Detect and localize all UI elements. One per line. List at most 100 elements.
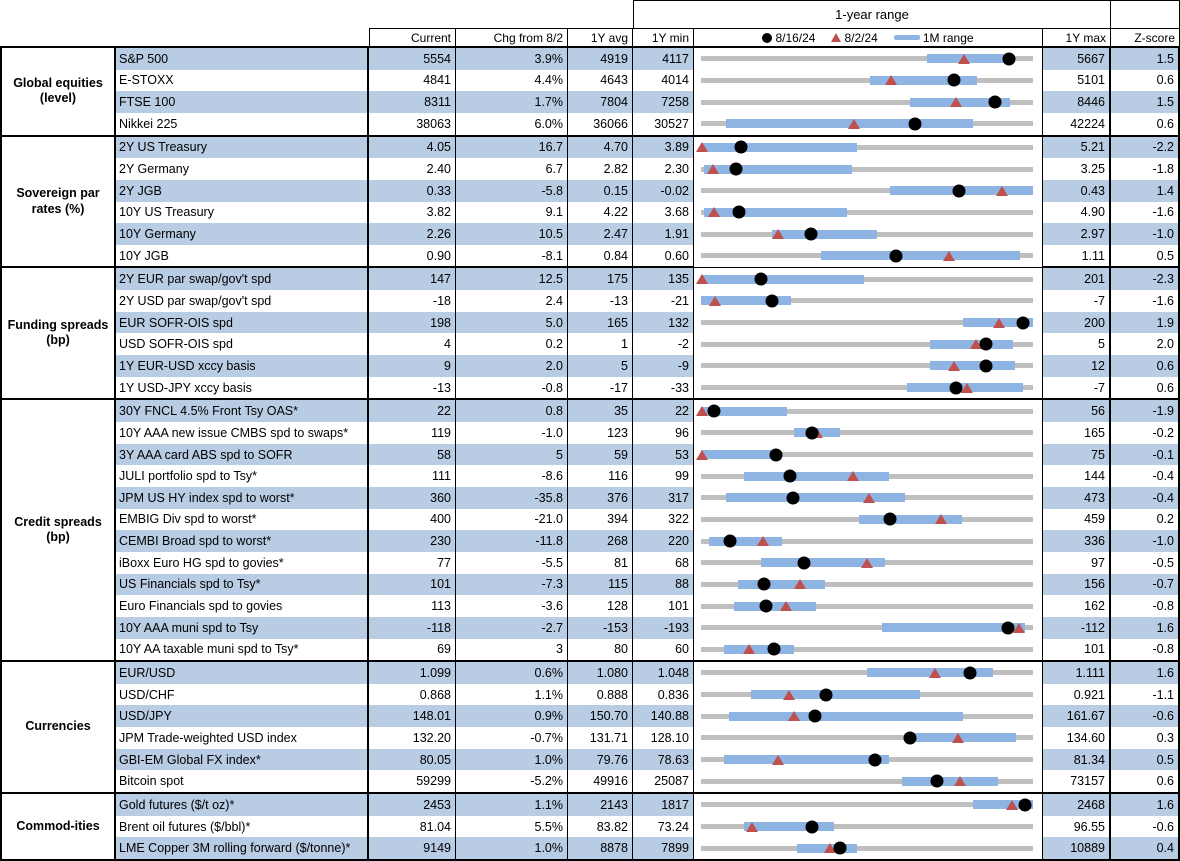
full-range-track [701,188,1033,194]
1y-min-value: 99 [633,465,694,487]
marker-8-2-triangle-icon [996,185,1009,196]
1y-max-value: 473 [1043,487,1111,509]
chg-from-8-2-value: 5.5% [456,815,568,838]
table-row: Brent oil futures ($/bbl)* 81.04 5.5% 83.82… [116,815,1178,838]
marker-8-16-dot-icon [952,184,966,198]
one-month-range-bar [737,579,826,589]
current-value: 0.90 [369,244,456,267]
1y-min-value: -2 [633,333,694,356]
marker-8-16-dot-icon [754,272,768,286]
range-plot [701,749,1033,771]
chg-from-8-2-value: -8.1 [456,244,568,267]
1y-avg-value: -153 [568,616,633,639]
instrument-name: JULI portfolio spd to Tsy* [116,465,369,487]
section-rows: S&P 500 5554 3.9% 4919 4117 5667 1.5 E-STOXX 484… [116,48,1178,135]
range-plot [696,400,1033,422]
section: Commod-ities Gold futures ($/t oz)* 2453 1.… [2,792,1178,860]
range-plot [701,223,1033,245]
z-score-value: -0.8 [1152,642,1174,657]
table-row: 10Y AAA new issue CMBS spd to swaps* 119-… [116,422,1178,444]
1y-avg-value: -13 [568,290,633,312]
header-row-top: 1-year range [0,0,1180,28]
full-range-track [701,341,1033,347]
current-value: 4841 [369,69,456,92]
marker-8-2-triangle-icon [951,732,964,743]
marker-8-2-triangle-icon [1013,622,1026,633]
marker-8-16-dot-icon [808,709,822,723]
instrument-name: USD/JPY [116,705,369,728]
one-month-range-bar [772,229,877,239]
1y-avg-value: 116 [568,465,633,487]
marker-8-16-dot-icon [732,205,746,219]
z-score-value: -1.8 [1152,162,1174,177]
instrument-name: LME Copper 3M rolling forward ($/tonne)* [116,837,369,860]
1y-max-value: 5.21 [1043,136,1111,159]
current-value: 69 [369,638,456,661]
range-plot [701,290,1033,312]
instrument-name: 2Y Germany [116,158,369,180]
one-month-range-bar [701,296,791,306]
1y-max-value: 165 [1043,422,1111,444]
marker-8-16-dot-icon [804,227,818,241]
range-chart [694,837,1043,860]
col-header-1y-min: 1Y min [633,28,694,46]
range-plot [701,180,1033,202]
table-row: GBI-EM Global FX index* 80.05 1.0% 79.76 78.… [116,748,1178,771]
chg-from-8-2-value: -7.3 [456,573,568,596]
1y-avg-value: 7804 [568,91,633,113]
full-range-track [701,99,1033,105]
range-group-header: 1-year range [633,0,1111,28]
current-value: 2.26 [369,223,456,245]
table-row: 10Y JGB 0.90 -8.1 0.84 0.60 1.11 0.5 [116,244,1178,267]
category-cell: Funding spreads (bp) [2,268,116,399]
1y-max-value: 162 [1043,595,1111,617]
z-score-value: -2.2 [1111,136,1178,159]
range-plot [701,816,1033,838]
one-month-range-bar [724,644,794,654]
marker-8-16-dot-icon [805,426,819,440]
current-value: 101 [369,573,456,596]
instrument-name: Bitcoin spot [116,770,369,793]
one-month-range-bar [973,800,1033,810]
1y-avg-value: 4.22 [568,201,633,224]
z-score-value: 0.5 [1156,248,1174,263]
chg-from-8-2-value: 6.7 [456,158,568,180]
category-cell: Credit spreads (bp) [2,400,116,661]
marker-8-16-dot-icon [769,448,783,462]
full-range-track [701,298,1033,304]
table-row: 1Y EUR-USD xccy basis 9 2.0 5 -9 12 0.6 [116,355,1178,377]
1y-avg-value: 268 [568,530,633,552]
1y-min-value: 22 [633,400,694,423]
1y-max-value: 42224 [1043,112,1111,135]
1y-avg-value: 115 [568,573,633,596]
current-value: 80.05 [369,748,456,771]
range-plot [701,158,1033,180]
1y-max-value: 1.111 [1043,662,1111,684]
z-score-value: 0.6 [1156,73,1174,88]
1y-min-value: 4014 [633,69,694,92]
range-chart [694,487,1043,509]
marker-8-16-dot-icon [883,512,897,526]
table-row: 10Y US Treasury 3.82 9.1 4.22 3.68 4.90 -1.6 [116,201,1178,224]
marker-8-16-dot-icon [797,556,811,570]
table-row: 3Y AAA card ABS spd to SOFR 58 5 59 53 75 -0.1 [116,443,1178,466]
current-value: 400 [369,508,456,531]
range-plot [696,268,1033,290]
current-value: 8311 [369,91,456,113]
current-value: 2453 [369,794,456,816]
1y-max-value: 75 [1043,443,1111,466]
range-chart [694,179,1043,202]
marker-8-16-dot-icon [783,469,797,483]
1y-max-value: 5101 [1043,69,1111,92]
marker-8-16-dot-icon [903,731,917,745]
1y-min-value: 1.91 [633,223,694,245]
full-range-track [701,646,1033,652]
one-month-range-bar [881,623,1025,633]
z-score-value: -0.6 [1111,705,1178,728]
1y-max-value: 1.11 [1043,244,1111,267]
chg-from-8-2-value: 1.7% [456,91,568,113]
current-value: 132.20 [369,727,456,749]
table-row: CEMBI Broad spd to worst* 230 -11.8 268 220 3… [116,530,1178,552]
z-score-value: -0.7 [1111,573,1178,596]
instrument-name: JPM US HY index spd to worst* [116,487,369,509]
